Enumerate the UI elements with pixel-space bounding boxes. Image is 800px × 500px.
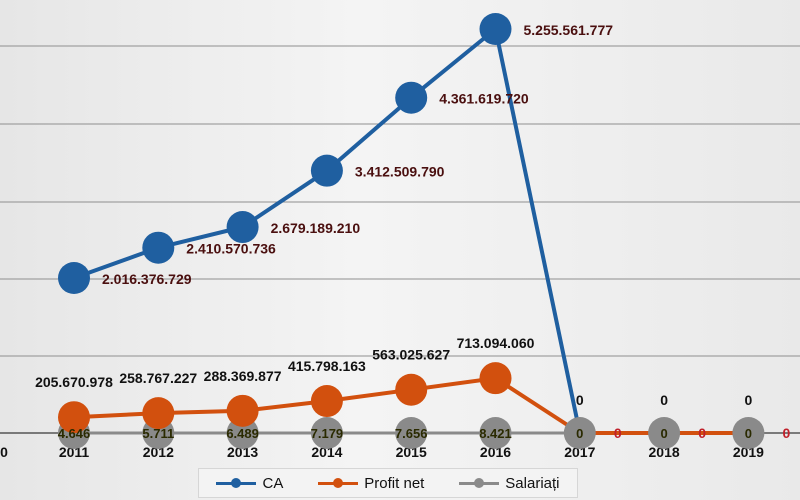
- profit-net-data-label: 0: [576, 392, 584, 408]
- profit-net-point: [142, 397, 175, 430]
- profit-net-point: [395, 373, 428, 406]
- profit-net-data-label: 415.798.163: [288, 358, 366, 374]
- ca-data-label: 3.412.509.790: [355, 164, 445, 180]
- x-tick-label: 2016: [480, 444, 511, 460]
- salariati-data-label: 4.646: [58, 426, 91, 441]
- profit-net-data-label: 288.369.877: [204, 368, 282, 384]
- salariati-data-label: 7.656: [395, 426, 428, 441]
- x-tick-label: 2014: [311, 444, 342, 460]
- x-tick-label: 2017: [564, 444, 595, 460]
- legend-swatch-salariati: [459, 478, 500, 488]
- salariati-point: [226, 417, 259, 449]
- ca-data-label: 5.255.561.777: [524, 22, 614, 38]
- y-tick-label: 0: [0, 444, 8, 460]
- ca-point: [310, 154, 343, 187]
- profit-net-data-label: 713.094.060: [457, 335, 535, 351]
- ca-point: [479, 13, 512, 45]
- ca-point: [226, 211, 259, 244]
- legend-item-salariati: Salariați: [459, 474, 560, 492]
- legend-label-profit-net: Profit net: [364, 474, 425, 492]
- x-tick-label: 2015: [396, 444, 427, 460]
- salariati-data-label: 7.179: [311, 426, 344, 441]
- profit-net-data-label: 0: [745, 392, 753, 408]
- salariati-point: [479, 417, 512, 449]
- profit-net-point: [58, 401, 90, 434]
- salariati-data-label: 8.421: [479, 426, 512, 441]
- ca-point: [142, 231, 175, 264]
- salariati-data-label: 0: [660, 426, 667, 441]
- salariati-data-label: 0: [745, 426, 752, 441]
- legend-swatch-ca: [216, 478, 257, 488]
- gridlines: [0, 45, 800, 357]
- x-tick-label: 2012: [143, 444, 174, 460]
- profit-net-data-label: 0: [660, 392, 668, 408]
- salariati-point: [395, 417, 428, 449]
- ca-data-label: 4.361.619.720: [439, 91, 529, 107]
- x-tick-label: 2011: [59, 444, 90, 460]
- zero-data-label: 0: [698, 425, 706, 441]
- legend-label-ca: CA: [262, 474, 284, 492]
- ca-data-label: 2.016.376.729: [102, 271, 192, 287]
- zero-data-label: 0: [614, 425, 622, 441]
- legend-item-ca: CA: [216, 475, 283, 492]
- profit-net-point: [310, 385, 343, 418]
- series-markers: [58, 13, 765, 449]
- zero-data-label: 0: [783, 425, 791, 441]
- legend-label-salariati: Salariați: [505, 474, 560, 492]
- salariati-point: [648, 417, 681, 449]
- salariati-data-label: 6.489: [226, 426, 259, 441]
- salariati-point: [310, 417, 343, 449]
- legend: CA Profit net Salariați: [198, 468, 578, 498]
- ca-point: [395, 81, 428, 114]
- profit-net-point: [226, 394, 259, 427]
- profit-net-data-label: 258.767.227: [119, 370, 197, 386]
- profit-net-data-label: 205.670.978: [35, 374, 113, 390]
- profit-net-point: [479, 362, 512, 395]
- x-tick-label: 2013: [227, 444, 258, 460]
- salariati-point: [732, 417, 765, 449]
- salariati-data-label: 0: [576, 426, 583, 441]
- ca-data-label: 2.410.570.736: [186, 241, 276, 257]
- ca-point: [58, 261, 90, 294]
- x-tick-label: 2018: [649, 444, 680, 460]
- x-tick-label: 2019: [733, 444, 764, 460]
- salariati-point: [563, 417, 596, 449]
- profit-net-data-label: 563.025.627: [372, 347, 450, 363]
- legend-swatch-profit-net: [318, 478, 359, 488]
- salariati-data-label: 5.711: [142, 426, 174, 441]
- ca-data-label: 2.679.189.210: [271, 220, 361, 236]
- legend-item-profit-net: Profit net: [318, 475, 424, 492]
- data-labels: 2.016.376.729 2.410.570.736 2.679.189.210 3…: [35, 22, 790, 441]
